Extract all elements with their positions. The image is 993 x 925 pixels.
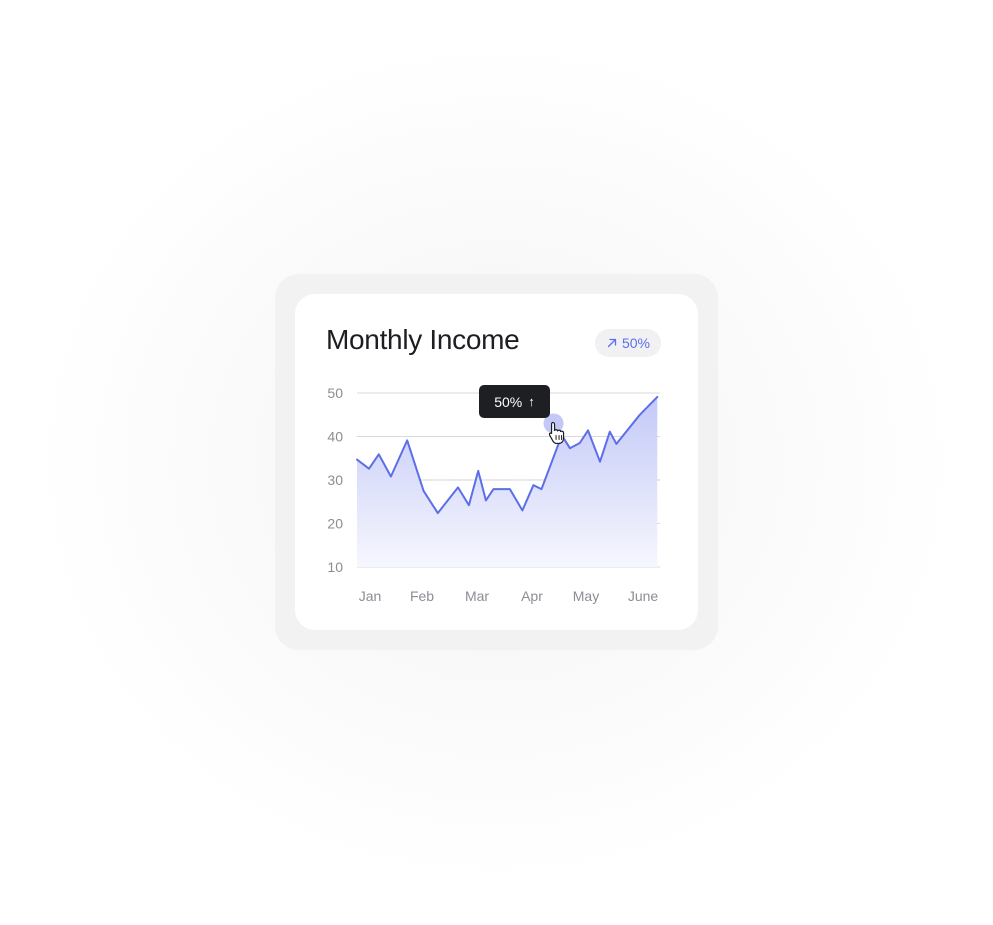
series-area xyxy=(357,396,658,567)
hand-cursor-icon xyxy=(548,421,565,445)
y-tick-label: 40 xyxy=(327,429,343,445)
arrow-up-right-icon xyxy=(607,338,617,348)
series-line xyxy=(356,395,659,515)
growth-value: 50% xyxy=(621,335,651,351)
x-tick-label: May xyxy=(573,588,599,604)
x-tick-label: Apr xyxy=(521,588,543,604)
arrow-up-icon: ↑ xyxy=(528,394,535,409)
card-title: Monthly Income xyxy=(326,324,520,355)
y-tick-label: 30 xyxy=(327,472,343,488)
x-tick-label: Mar xyxy=(465,588,489,604)
growth-badge: 50% xyxy=(595,329,661,357)
y-tick-label: 20 xyxy=(327,516,343,532)
tooltip-value: 50% xyxy=(494,393,523,410)
x-tick-label: Feb xyxy=(410,588,434,604)
chart-tooltip: 50% ↑ xyxy=(479,385,550,418)
y-tick-label: 50 xyxy=(327,385,343,401)
x-tick-label: June xyxy=(628,588,659,604)
x-tick-label: Jan xyxy=(359,588,382,604)
y-tick-label: 10 xyxy=(327,559,343,575)
